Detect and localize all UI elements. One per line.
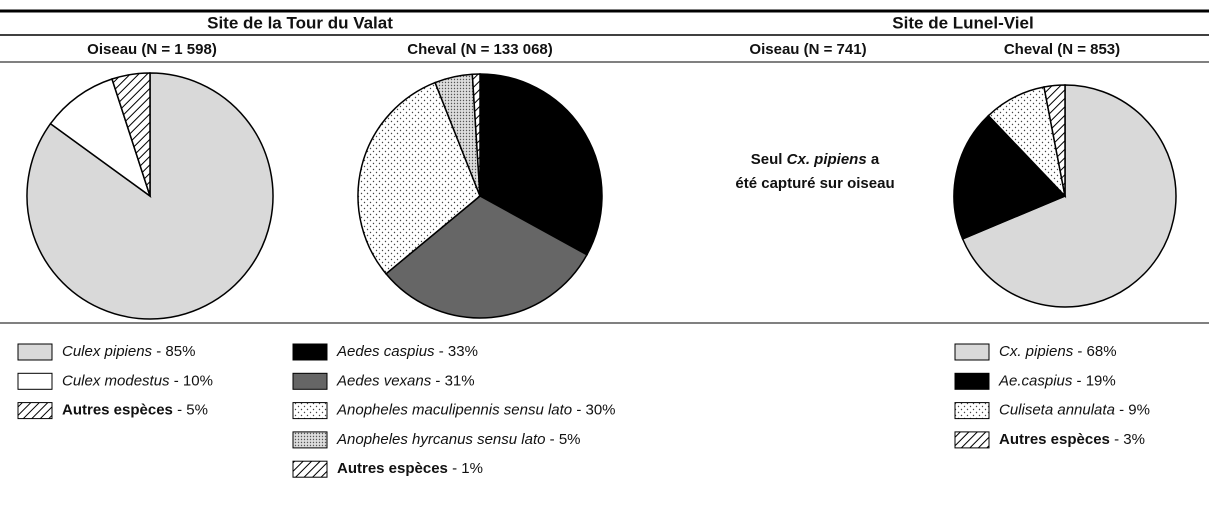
legend-label: Aedes caspius: [336, 343, 435, 360]
legend-value: 31%: [445, 372, 475, 389]
legend-label: Culiseta annulata: [999, 402, 1115, 419]
legend-separator: -: [550, 431, 555, 448]
legend-entry: Autres espèces - 3%: [999, 431, 1145, 448]
legend-label: Anopheles maculipennis sensu lato: [336, 402, 572, 419]
legend-value: 3%: [1123, 431, 1145, 448]
pie-slice: [49, 78, 152, 198]
legend-separator: -: [576, 402, 581, 419]
legend-value: 10%: [183, 372, 213, 389]
pie-slice: [357, 81, 481, 275]
note-text: a: [871, 151, 880, 168]
legend-entry: Anopheles maculipennis sensu lato - 30%: [336, 402, 616, 419]
legend-value: 68%: [1087, 343, 1117, 360]
legend-entry: Autres espèces - 1%: [337, 460, 483, 477]
legend-entry: Culiseta annulata - 9%: [999, 402, 1150, 419]
pie-slice: [111, 72, 151, 197]
legend-label: Autres espèces: [62, 402, 173, 419]
legend-entry: Anopheles hyrcanus sensu lato - 5%: [336, 431, 581, 448]
legend-separator: -: [177, 402, 182, 419]
legend-separator: -: [1114, 431, 1119, 448]
legend-swatch: [292, 343, 328, 361]
legend-separator: -: [439, 343, 444, 360]
legend-separator: -: [452, 460, 457, 477]
legend-label: Aedes vexans: [336, 372, 432, 389]
pie-slice: [471, 73, 481, 197]
legend-value: 33%: [448, 343, 478, 360]
legend-swatch: [17, 372, 53, 390]
legend-entry: Aedes vexans - 31%: [336, 372, 475, 389]
legend-separator: -: [435, 372, 440, 389]
site-title: Site de Lunel-Viel: [892, 13, 1033, 32]
legend-label: Ae.caspius: [998, 372, 1073, 389]
legend-entry: Aedes caspius - 33%: [336, 343, 478, 360]
legend-label: Anopheles hyrcanus sensu lato: [336, 431, 545, 448]
legend-entry: Ae.caspius - 19%: [998, 372, 1116, 389]
legend-value: 5%: [559, 431, 581, 448]
legend-value: 5%: [186, 402, 208, 419]
site-title: Site de la Tour du Valat: [207, 13, 393, 32]
note-text: Cx. pipiens: [787, 151, 867, 168]
legend-entry: Autres espèces - 5%: [62, 402, 208, 419]
legend-label: Autres espèces: [999, 431, 1110, 448]
pie-slice: [961, 84, 1177, 308]
legend-swatch: [954, 372, 990, 390]
pie-slice: [384, 195, 588, 319]
legend-value: 30%: [586, 402, 616, 419]
legend-separator: -: [174, 372, 179, 389]
legend-swatch: [292, 431, 328, 449]
panel-title: Cheval (N = 133 068): [407, 41, 553, 58]
legend-value: 9%: [1128, 402, 1150, 419]
legend-label: Culex pipiens: [62, 343, 153, 360]
note: été capturé sur oiseau: [735, 175, 894, 192]
legend-separator: -: [1077, 343, 1082, 360]
legend-value: 1%: [461, 460, 483, 477]
legend-swatch: [292, 372, 328, 390]
legend-swatch: [954, 343, 990, 361]
legend-value: 19%: [1086, 372, 1116, 389]
legend-swatch: [292, 402, 328, 420]
legend-swatch: [17, 402, 53, 420]
legend-swatch: [17, 343, 53, 361]
legend-separator: -: [156, 343, 161, 360]
legend-separator: -: [1077, 372, 1082, 389]
legend-value: 85%: [165, 343, 195, 360]
pie-slice: [953, 114, 1067, 240]
legend-separator: -: [1119, 402, 1124, 419]
panel-title: Oiseau (N = 1 598): [87, 41, 217, 58]
panel-title: Oiseau (N = 741): [749, 41, 866, 58]
legend-label: Autres espèces: [337, 460, 448, 477]
legend-entry: Cx. pipiens - 68%: [999, 343, 1117, 360]
legend-label: Cx. pipiens: [999, 343, 1074, 360]
legend-swatch: [954, 402, 990, 420]
panel-title: Cheval (N = 853): [1004, 41, 1120, 58]
note-text: Seul: [751, 151, 783, 168]
legend-swatch: [292, 460, 328, 478]
legend-label: Culex modestus: [62, 372, 170, 389]
pie-slice: [1043, 84, 1066, 197]
pie-slice: [479, 73, 603, 256]
note: Seul Cx. pipiens a: [751, 151, 880, 168]
legend-entry: Culex pipiens - 85%: [62, 343, 195, 360]
legend-swatch: [954, 431, 990, 449]
legend-entry: Culex modestus - 10%: [62, 372, 213, 389]
